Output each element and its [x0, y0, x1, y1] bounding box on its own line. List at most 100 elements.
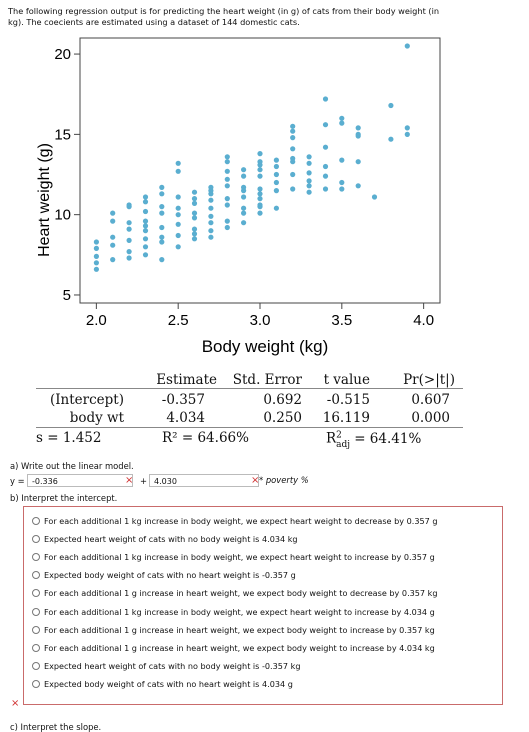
data-point	[191, 236, 198, 242]
data-point	[191, 226, 198, 232]
data-point	[355, 183, 361, 189]
intercept-p-value: 0.607	[411, 392, 450, 408]
data-point	[371, 194, 378, 200]
data-point	[257, 159, 263, 165]
intercept-option[interactable]: For each additional 1 g increase in hear…	[32, 642, 435, 654]
y-tick-label: 15	[54, 126, 71, 143]
radio-button[interactable]	[32, 607, 40, 616]
data-point	[142, 194, 149, 200]
data-point	[257, 191, 263, 197]
radio-button[interactable]	[32, 679, 40, 688]
data-point	[273, 163, 279, 170]
data-point	[93, 253, 99, 259]
intercept-option[interactable]: For each additional 1 g increase in hear…	[32, 587, 437, 599]
part-b-label: b) Interpret the intercept.	[10, 493, 118, 503]
radio-button[interactable]	[32, 571, 40, 580]
data-point	[404, 43, 410, 49]
radio-button[interactable]	[32, 643, 40, 652]
x-axis-label: Body weight (kg)	[202, 337, 329, 356]
problem-statement: The following regression output is for p…	[8, 6, 518, 28]
data-point	[273, 188, 279, 194]
data-point	[208, 234, 214, 240]
y-tick-label: 5	[63, 287, 71, 304]
radio-button[interactable]	[32, 589, 40, 598]
data-point	[241, 184, 247, 190]
intercept-option[interactable]: For each additional 1 kg increase in bod…	[32, 515, 437, 527]
y-axis-ticks: 5 10 15 20	[54, 46, 80, 304]
data-point	[142, 208, 149, 215]
data-point	[290, 155, 296, 162]
x-tick-label: 4.0	[413, 312, 434, 329]
intercept-option[interactable]: Expected body weight of cats with no hea…	[32, 569, 296, 581]
data-point	[175, 168, 181, 174]
data-point	[404, 125, 410, 131]
intro-line-2: kg). The coecients are estimated using a…	[8, 17, 300, 27]
intercept-option[interactable]: For each additional 1 g increase in hear…	[32, 624, 435, 636]
data-point	[175, 212, 181, 218]
data-point	[257, 167, 263, 173]
option-label: For each additional 1 g increase in hear…	[44, 642, 435, 653]
body-wt-estimate: 4.034	[166, 410, 205, 426]
intercept-option[interactable]: For each additional 1 kg increase in bod…	[32, 551, 435, 563]
intercept-input[interactable]: -0.336	[27, 474, 133, 487]
data-point	[142, 236, 149, 242]
data-point	[306, 154, 312, 160]
row-label-intercept: (Intercept)	[49, 392, 124, 408]
x-axis-ticks: 2.0 2.5 3.0 3.5 4.0	[86, 303, 434, 329]
option-label: For each additional 1 g increase in hear…	[44, 588, 438, 599]
data-point	[159, 224, 165, 231]
data-point	[257, 202, 263, 208]
data-point	[191, 196, 198, 202]
data-point	[175, 232, 181, 239]
radio-button[interactable]	[32, 517, 40, 525]
scatter-plot: 2.0 2.5 3.0 3.5 4.0 5 10 15 20 Body weight (kg)…	[36, 37, 441, 356]
residual-se: s = 1.452	[36, 430, 102, 446]
option-label: Expected body weight of cats with no hea…	[44, 678, 293, 689]
data-point	[273, 157, 279, 163]
intercept-option[interactable]: For each additional 1 kg increase in bod…	[32, 606, 435, 618]
data-point	[322, 144, 329, 150]
data-point	[191, 215, 198, 221]
data-point	[208, 197, 214, 203]
data-point	[290, 186, 296, 192]
data-point	[93, 239, 99, 245]
data-point	[93, 245, 99, 251]
option-label: For each additional 1 kg increase in bod…	[44, 516, 438, 526]
data-points	[93, 43, 410, 272]
option-label: For each additional 1 g increase in hear…	[44, 624, 435, 635]
data-point	[339, 179, 345, 186]
adjusted-r-squared: R2 adj = 64.41%	[326, 430, 422, 450]
r-squared: R² = 64.66%	[162, 430, 249, 446]
table-bottom-rule	[36, 427, 463, 428]
x-tick-label: 2.0	[86, 312, 107, 329]
data-point	[208, 220, 214, 226]
slope-error-icon: ×	[251, 475, 260, 486]
radio-button[interactable]	[32, 553, 40, 562]
data-point	[290, 171, 296, 178]
radio-button[interactable]	[32, 535, 40, 544]
data-point	[388, 102, 394, 109]
x-tick-label: 3.5	[331, 312, 352, 329]
radio-button[interactable]	[32, 661, 40, 670]
radio-button[interactable]	[32, 625, 40, 634]
row-label-body-wt: body wt	[69, 410, 124, 426]
part-a-label: a) Write out the linear model.	[10, 461, 134, 471]
intercept-option[interactable]: Expected body weight of cats with no hea…	[32, 678, 293, 690]
intercept-estimate: -0.357	[161, 392, 205, 408]
plus-label: +	[140, 476, 148, 486]
data-point	[224, 183, 230, 189]
data-point	[273, 205, 279, 211]
y-equals-label: y =	[10, 476, 25, 486]
data-point	[306, 183, 312, 189]
data-point	[110, 210, 116, 216]
data-point	[290, 135, 296, 141]
data-point	[257, 196, 263, 202]
intercept-option[interactable]: Expected heart weight of cats with no bo…	[32, 533, 298, 545]
slope-input[interactable]: 4.030	[149, 474, 259, 487]
body-wt-p-value: 0.000	[411, 410, 450, 426]
data-point	[273, 171, 279, 178]
intercept-option[interactable]: Expected heart weight of cats with no bo…	[32, 660, 300, 672]
data-point	[290, 128, 296, 134]
data-point	[404, 131, 410, 137]
data-point	[142, 199, 149, 205]
